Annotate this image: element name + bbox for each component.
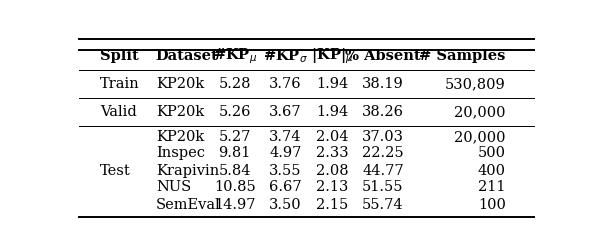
Text: 3.76: 3.76	[269, 77, 302, 91]
Text: % Absent: % Absent	[345, 49, 421, 63]
Text: Train: Train	[100, 77, 140, 91]
Text: 1.94: 1.94	[316, 77, 348, 91]
Text: 14.97: 14.97	[214, 198, 255, 212]
Text: KP20k: KP20k	[156, 130, 204, 144]
Text: 10.85: 10.85	[213, 180, 255, 194]
Text: 211: 211	[478, 180, 506, 194]
Text: 55.74: 55.74	[362, 198, 404, 212]
Text: 500: 500	[478, 146, 506, 160]
Text: 9.81: 9.81	[218, 146, 251, 160]
Text: 3.50: 3.50	[269, 198, 302, 212]
Text: NUS: NUS	[156, 180, 191, 194]
Text: Split: Split	[100, 49, 139, 63]
Text: #KP$_\sigma$: #KP$_\sigma$	[263, 47, 308, 65]
Text: 5.26: 5.26	[218, 105, 251, 119]
Text: Valid: Valid	[100, 105, 137, 119]
Text: 5.27: 5.27	[218, 130, 251, 144]
Text: 1.94: 1.94	[316, 105, 348, 119]
Text: 2.04: 2.04	[316, 130, 348, 144]
Text: 5.28: 5.28	[218, 77, 251, 91]
Text: SemEval: SemEval	[156, 198, 221, 212]
Text: 38.26: 38.26	[362, 105, 404, 119]
Text: 100: 100	[478, 198, 506, 212]
Text: KP20k: KP20k	[156, 105, 204, 119]
Text: 22.25: 22.25	[362, 146, 404, 160]
Text: # Samples: # Samples	[419, 49, 506, 63]
Text: 2.33: 2.33	[316, 146, 348, 160]
Text: Krapivin: Krapivin	[156, 164, 219, 177]
Text: 3.67: 3.67	[269, 105, 302, 119]
Text: 400: 400	[478, 164, 506, 177]
Text: 44.77: 44.77	[362, 164, 404, 177]
Text: 37.03: 37.03	[362, 130, 404, 144]
Text: 4.97: 4.97	[270, 146, 302, 160]
Text: Test: Test	[100, 164, 131, 178]
Text: 2.08: 2.08	[316, 164, 348, 177]
Text: Dataset: Dataset	[156, 49, 219, 63]
Text: #KP$_\mu$: #KP$_\mu$	[212, 46, 257, 66]
Text: 51.55: 51.55	[362, 180, 404, 194]
Text: 2.13: 2.13	[316, 180, 348, 194]
Text: |KP|$_\mu$: |KP|$_\mu$	[311, 46, 353, 66]
Text: 20,000: 20,000	[454, 130, 506, 144]
Text: 3.74: 3.74	[269, 130, 302, 144]
Text: 530,809: 530,809	[445, 77, 506, 91]
Text: 5.84: 5.84	[218, 164, 251, 177]
Text: 3.55: 3.55	[269, 164, 302, 177]
Text: 20,000: 20,000	[454, 105, 506, 119]
Text: 6.67: 6.67	[269, 180, 302, 194]
Text: Inspec: Inspec	[156, 146, 205, 160]
Text: 38.19: 38.19	[362, 77, 404, 91]
Text: KP20k: KP20k	[156, 77, 204, 91]
Text: 2.15: 2.15	[316, 198, 348, 212]
